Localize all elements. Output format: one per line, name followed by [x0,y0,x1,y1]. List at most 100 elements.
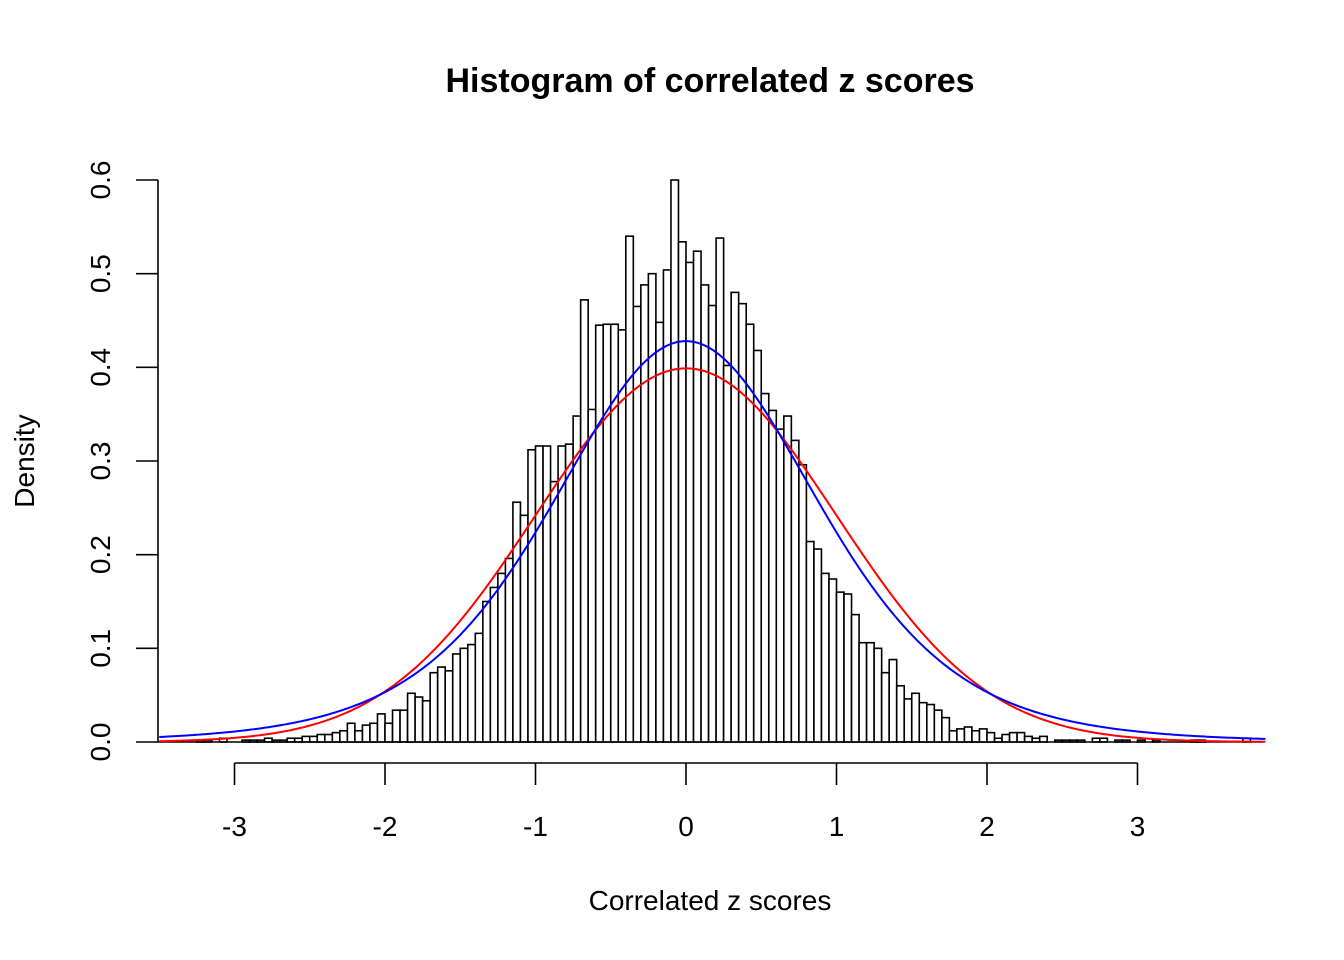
histogram-bar [421,699,431,743]
histogram-bar [323,733,334,743]
y-tick-label: 0.6 [85,161,116,200]
histogram-bar [873,647,883,743]
histogram-bar [820,572,830,743]
histogram-bar [715,237,725,743]
histogram-bar [609,323,620,743]
histogram-bar [497,572,507,743]
histogram-bar [828,578,838,743]
histogram-bar [587,408,597,743]
histogram-bar [963,726,973,743]
histogram-bar [662,269,672,743]
histogram-bar [406,692,416,743]
y-tick-label: 0.2 [85,535,116,574]
histogram-bar [376,713,386,743]
histogram-bar [474,632,484,743]
histogram-bar [925,703,936,743]
histogram-bar [624,235,635,743]
histogram-bar [685,261,695,743]
chart-title: Histogram of correlated z scores [445,62,974,100]
histogram-bar [805,540,815,743]
histogram-bar [369,722,379,743]
histogram-bar [971,729,981,743]
histogram-bar [602,323,612,743]
histogram-bar [835,591,845,743]
histogram-bar [813,548,823,743]
normal-density-curve [159,367,1266,743]
x-tick-label: 1 [829,811,845,842]
x-tick-label: -2 [373,811,398,842]
histogram-bar [745,323,755,743]
histogram-bar [767,409,778,743]
histogram-bar [466,643,477,743]
histogram-bar [339,729,349,743]
histogram-bar [489,586,499,743]
histogram-bar [956,728,966,743]
histogram-bar [391,709,401,743]
histogram-bar [640,284,650,743]
histogram-bar [775,428,785,743]
histogram-bar [354,729,364,743]
histogram-bar [399,709,409,743]
density-curves [159,340,1266,743]
histogram-bar [527,448,537,743]
histogram-bar [707,304,717,743]
histogram-bar [843,593,853,743]
histogram-bar [564,443,574,743]
histogram-bar [737,302,747,743]
histogram-bar [865,641,875,743]
histogram-bar [692,250,702,743]
x-axis-label: Correlated z scores [589,885,832,916]
histogram-bar [948,729,958,743]
histogram-bar [308,735,319,743]
histogram-bar [549,480,559,743]
histogram-bar [858,641,868,743]
histogram-bar [941,716,951,743]
histogram-bar [670,179,680,743]
histogram-bar [594,324,605,743]
histogram-bar [429,671,439,743]
histogram-bar [647,272,657,743]
histogram-bar [504,557,514,743]
histogram-bar [1023,735,1033,743]
histogram-bar [451,653,462,743]
histogram-bar [760,392,770,743]
histogram-bar [1008,731,1018,743]
histogram-bar [444,670,454,743]
histogram-bar [534,445,544,743]
histogram-bar [986,731,996,743]
histogram-bar [542,445,552,743]
y-tick-label: 0.1 [85,629,116,668]
histogram-bar [798,463,808,743]
histogram-bar [888,658,898,743]
histogram-bar [722,364,732,743]
y-tick-label: 0.0 [85,723,116,762]
histogram-bar [783,415,793,743]
histogram-bar [978,728,988,743]
histogram-bar [1038,735,1049,743]
histogram-bar [1016,731,1026,743]
histogram-bar [730,291,740,743]
x-tick-label: -1 [523,811,548,842]
histogram-bar [414,696,424,743]
histogram-bar [316,733,326,743]
y-axis-label: Density [9,414,40,507]
histogram-bar [436,666,447,743]
x-tick-label: 3 [1130,811,1146,842]
x-tick-label: 0 [678,811,694,842]
y-tick-label: 0.3 [85,442,116,481]
histogram-bar [700,284,710,743]
y-tick-label: 0.4 [85,348,116,387]
histogram-bar [903,698,913,743]
histogram-bars [158,179,1263,743]
histogram-bar [361,724,371,743]
histogram-bar [301,735,311,743]
histogram-bar [384,722,394,743]
histogram-bar [331,731,341,743]
histogram-bar [918,701,928,743]
y-tick-label: 0.5 [85,254,116,293]
x-tick-label: 2 [979,811,995,842]
histogram-bar [850,613,860,743]
histogram-bar [933,709,943,743]
histogram-bar [655,321,665,743]
